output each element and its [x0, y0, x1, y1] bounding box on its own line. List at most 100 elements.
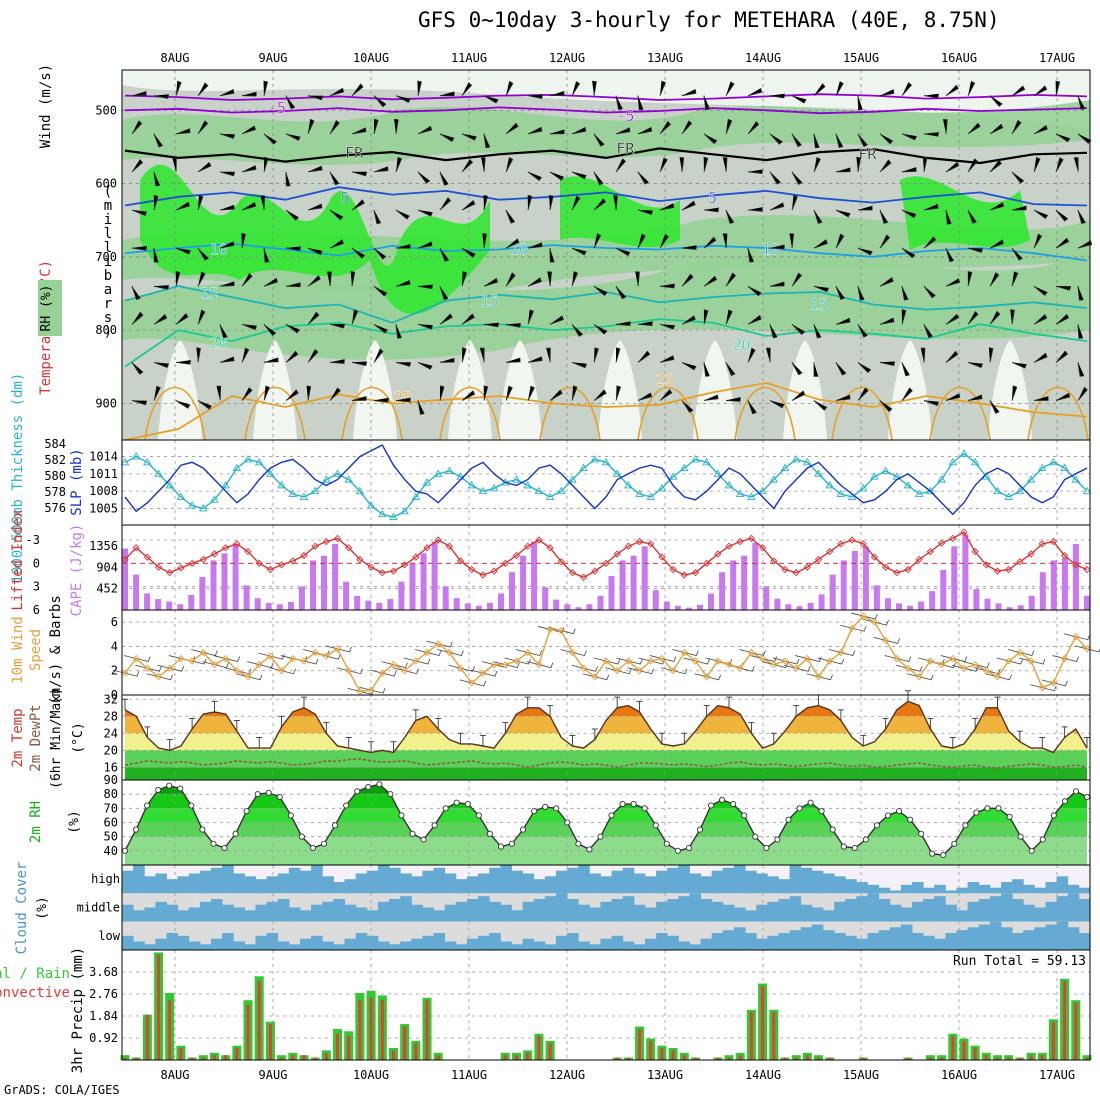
rh-point [464, 801, 471, 808]
precip-conv-bar [671, 1050, 675, 1060]
wind-barb [263, 385, 270, 401]
pressure-tick-label: 700 [95, 250, 117, 264]
precip-conv-bar [861, 1057, 865, 1060]
wind-barb [263, 357, 279, 363]
isotherm-label: 10 [762, 241, 780, 259]
rh-point [531, 808, 538, 815]
thickness-point [668, 472, 678, 480]
thickness-point [389, 512, 398, 521]
cloud-cell [244, 876, 256, 894]
wind-barb [417, 400, 425, 415]
li-point [524, 542, 532, 550]
wind-barb [285, 171, 291, 187]
cape-bar [254, 598, 261, 610]
cape-bar [1028, 595, 1035, 610]
precip-conv-bar [716, 1057, 720, 1060]
cloud-cell [778, 879, 791, 894]
wind-barb [1033, 285, 1048, 296]
wind-barb-10m [940, 655, 968, 663]
thickness-point [858, 483, 868, 492]
li-point [669, 565, 677, 574]
wind-barb [461, 271, 468, 287]
cape-bar [807, 602, 814, 610]
cloud-cell [967, 927, 980, 950]
rh-point [962, 822, 969, 829]
wind-speed-point [814, 673, 823, 681]
wind-barb [547, 271, 552, 287]
date-label-top: 8AUG [161, 51, 190, 65]
precip-conv-bar [783, 1057, 787, 1060]
wind-barb [703, 156, 709, 172]
cloud-cell [533, 941, 546, 950]
thickness-point [299, 492, 309, 500]
wind-barb [285, 209, 299, 221]
rh-point [188, 802, 195, 809]
date-label-top: 13AUG [647, 51, 683, 65]
pressure-axis-label-char: l [104, 240, 112, 256]
wind-barb [989, 123, 1004, 135]
wind-barb [835, 233, 845, 249]
wind-barb [769, 399, 785, 409]
wind-barb [197, 247, 209, 261]
wind-barb [439, 247, 449, 262]
cloud-cell [889, 927, 902, 950]
rh-point [121, 847, 129, 854]
cloud-cell [466, 938, 479, 950]
wind-barb [351, 361, 368, 366]
li-point [1083, 565, 1091, 574]
wind-barb-10m [403, 657, 431, 665]
wind-barb [307, 203, 323, 211]
li-point [982, 561, 990, 569]
precip-conv-bar [805, 1055, 809, 1060]
wind-barb [725, 118, 733, 134]
dry-plume [253, 340, 297, 440]
wind-barb [153, 385, 161, 401]
wind-barb [857, 95, 863, 111]
thickness-point [847, 492, 857, 500]
date-label-top: 14AUG [745, 51, 781, 65]
wind-barb [285, 350, 299, 363]
wind-barb [593, 171, 604, 186]
li-point [747, 534, 756, 543]
wind-barb [945, 84, 959, 97]
cloud-cell [433, 910, 446, 922]
wind-barb-10m [873, 636, 901, 644]
rh-point [918, 830, 925, 837]
wind-barb [967, 361, 983, 368]
wind-barb [1011, 119, 1022, 135]
wind-barb [945, 393, 961, 401]
cloud-cell [1078, 933, 1091, 950]
run-total-label: Run Total = 59.13 [953, 954, 1086, 969]
cape-bar [708, 593, 714, 610]
precip-conv-bar [940, 1057, 944, 1060]
li-point [166, 569, 174, 577]
wind-barb [417, 241, 433, 249]
cape-bar [785, 604, 792, 610]
li-tick-label: 3 [33, 580, 40, 594]
wind-barb [216, 385, 222, 401]
li-point [333, 534, 342, 543]
cloud-cell [989, 887, 1002, 894]
wind-speed-point [479, 669, 487, 677]
wind-barb [945, 350, 959, 363]
cloud-cell [211, 899, 223, 922]
rh-tick-label: 60 [104, 816, 118, 830]
cloud-cell [600, 901, 612, 922]
wind-barb [417, 209, 433, 217]
wind-speed-point [1060, 654, 1069, 663]
wind-barbs [131, 80, 1093, 415]
cloud-cell [834, 933, 846, 950]
wind-barb [439, 197, 452, 211]
wind-barb-10m [560, 649, 587, 656]
li-point [244, 548, 252, 556]
pressure-axis-label-char: b [104, 268, 112, 284]
precip-conv-bar [134, 1057, 138, 1060]
rh-contour-fill [140, 164, 490, 315]
wind-barb [505, 323, 521, 328]
precip-conv-bar [302, 1055, 306, 1060]
cloud-cell [689, 893, 701, 922]
thickness-point [512, 475, 521, 483]
wind-barb [725, 362, 736, 376]
wind-barb [153, 171, 160, 187]
wind-barb-10m [493, 661, 520, 669]
